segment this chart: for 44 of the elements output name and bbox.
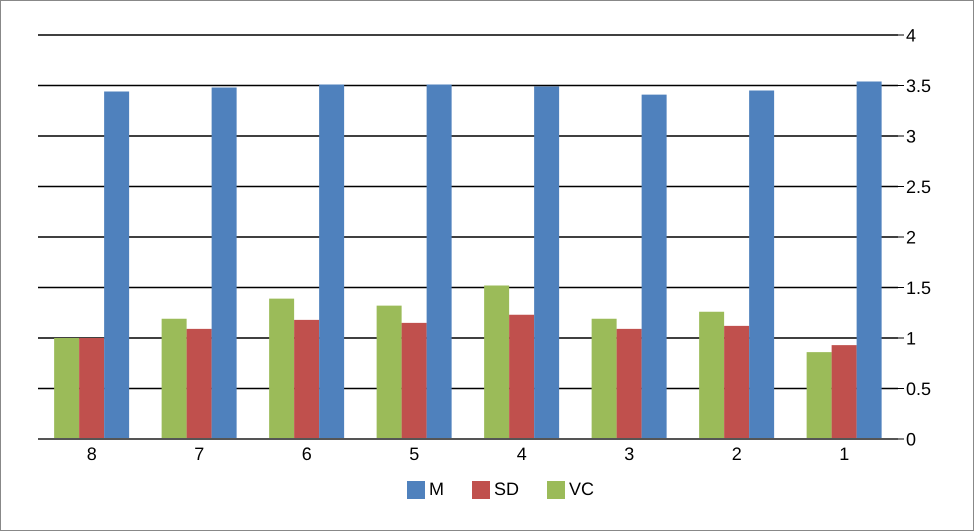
y-tick-label: 0.5 [906,378,932,399]
bar [79,338,104,439]
bar [749,90,774,439]
bar [509,314,534,439]
bar [294,320,320,439]
bar [534,86,560,439]
bar [592,318,617,439]
bar [724,326,750,439]
x-tick-label: 2 [732,444,742,464]
y-tick-label: 3.5 [906,76,932,96]
x-tick-label: 3 [624,444,634,464]
y-tick-label: 2 [906,227,916,248]
bar [856,81,882,439]
bar [319,84,344,439]
y-tick-label: 2.5 [906,176,932,197]
x-tick-label: 4 [516,444,527,464]
legend-label: SD [494,479,519,500]
bar [832,345,857,439]
y-tick-label: 4 [906,25,916,46]
bar [54,338,80,439]
y-tick-label: 3 [906,126,916,146]
bar [426,84,452,439]
x-tick-label: 8 [86,444,97,464]
bar [484,285,510,439]
bar [376,306,402,439]
x-tick-label: 1 [839,444,850,464]
bar [642,94,667,439]
x-tick-label: 6 [302,444,312,464]
bar [269,298,294,439]
y-tick-label: 1.5 [906,278,932,298]
x-tick-label: 7 [194,444,204,464]
bar [616,328,642,439]
bar [402,322,427,439]
x-tick-label: 5 [409,444,420,464]
bar [699,312,724,439]
bar [162,318,187,439]
legend-label: M [428,479,444,500]
legend-label: VC [569,479,594,500]
bar [104,92,130,439]
bar [806,352,832,439]
bar [186,328,212,439]
y-tick-label: 0 [906,429,916,450]
y-tick-label: 1 [906,328,916,348]
bar [212,88,237,439]
